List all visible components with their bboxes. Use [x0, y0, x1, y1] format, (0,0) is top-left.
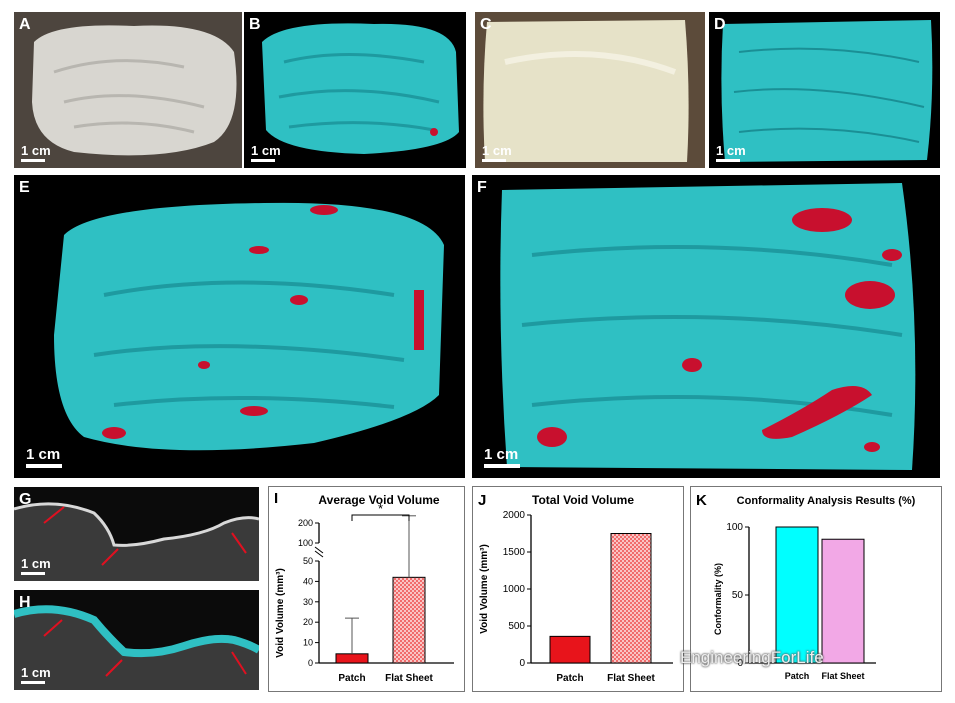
scale-text-g: 1 cm	[21, 556, 51, 571]
chart-j-ylabel: Void Volume (mm³)	[479, 544, 490, 634]
chart-i-xtick-label: Flat Sheet	[385, 673, 433, 684]
chart-i-title: Average Void Volume	[318, 493, 439, 507]
scale-text-h: 1 cm	[21, 665, 51, 680]
watermark: EngineeringForLife	[680, 648, 824, 667]
chart-j-xtick-label: Patch	[556, 673, 583, 684]
chart-j-ytick-label: 0	[519, 658, 525, 669]
panel-b-3d-render: B 1 cm	[244, 12, 466, 168]
chart-i-ytick-label: 100	[298, 538, 313, 548]
panel-d-3d-render: D 1 cm	[709, 12, 940, 168]
panel-h-ct-slice-segmented: H 1 cm	[14, 590, 259, 690]
scale-bar-b: 1 cm	[251, 143, 281, 162]
scale-bar-d: 1 cm	[716, 143, 746, 162]
chart-i-average-void-volume: I Average Void Volume Void Volume (mm³) 0 10…	[268, 486, 465, 692]
panel-label-e: E	[19, 179, 30, 196]
ct-slice-image	[14, 487, 259, 581]
chart-i-ylabel: Void Volume (mm³)	[275, 568, 286, 658]
flat-sheet-void-render	[472, 175, 940, 478]
chart-i-bar	[335, 653, 369, 664]
chart-i-svg: I Average Void Volume Void Volume (mm³) 0 10…	[274, 490, 454, 684]
scale-bar-f: 1 cm	[484, 446, 520, 468]
chart-i-axis-break	[314, 546, 324, 554]
panel-label-g: G	[19, 491, 32, 508]
chart-j-bar	[610, 533, 652, 664]
panel-g-ct-slice: G 1 cm	[14, 487, 259, 581]
panel-label-f: F	[477, 179, 487, 196]
chart-j-ytick-label: 1000	[503, 584, 526, 595]
chart-i-ytick-label: 0	[308, 658, 313, 668]
chart-k-panel-label: K	[696, 492, 707, 509]
chart-j-xtick-label: Flat Sheet	[607, 673, 655, 684]
chart-j-ytick-label: 2000	[503, 510, 526, 521]
chart-i-ytick-label: 30	[303, 597, 313, 607]
panel-label-a: A	[19, 16, 31, 33]
flat-sheet-3d-render	[709, 12, 940, 168]
chart-i-ytick-label: 50	[303, 556, 313, 566]
chart-k-bar	[821, 538, 865, 664]
chart-i-ytick-label: 10	[303, 638, 313, 648]
chart-i-axis-break	[314, 550, 324, 558]
chart-j-ytick-label: 500	[508, 621, 525, 632]
flat-sheet-photo-image	[475, 12, 705, 168]
chart-j-bar	[549, 635, 591, 664]
chart-k-xtick-label: Patch	[785, 671, 810, 681]
chart-j-total-void-volume: J Total Void Volume Void Volume (mm³) 0 500 1…	[472, 486, 684, 692]
chart-k-ytick-label: 50	[732, 590, 744, 601]
scale-bar-g: 1 cm	[21, 556, 51, 575]
scale-text-d: 1 cm	[716, 143, 746, 158]
panel-c-photo: C 1 cm	[475, 12, 705, 168]
panel-label-c: C	[480, 16, 492, 33]
chart-i-significance-bracket	[351, 514, 410, 521]
chart-k-conformality: K Conformality Analysis Results (%) Confor…	[690, 486, 942, 692]
chart-i-panel-label: I	[274, 490, 278, 507]
chart-k-xtick-label: Flat Sheet	[821, 671, 864, 681]
ct-slice-segmented-image	[14, 590, 259, 690]
chart-k-bar	[775, 526, 819, 664]
scale-text-e: 1 cm	[26, 446, 61, 463]
panel-label-d: D	[714, 16, 726, 33]
chart-k-title: Conformality Analysis Results (%)	[737, 495, 916, 507]
panel-f-3d-render-voids: F 1 cm	[472, 175, 940, 478]
chart-j-panel-label: J	[478, 492, 486, 509]
chart-i-xtick-label: Patch	[338, 673, 365, 684]
patch-void-render	[14, 175, 465, 478]
chart-i-bar	[392, 576, 426, 664]
scale-bar-h: 1 cm	[21, 665, 51, 684]
chart-i-significance-star: *	[378, 501, 383, 516]
chart-j-svg: J Total Void Volume Void Volume (mm³) 0 500 1…	[478, 492, 673, 684]
chart-j-ytick-label: 1500	[503, 547, 526, 558]
chart-k-svg: K Conformality Analysis Results (%) Confor…	[696, 492, 916, 681]
patch-3d-render	[244, 12, 466, 168]
panel-a-photo: A 1 cm	[14, 12, 242, 168]
scale-text-c: 1 cm	[482, 143, 512, 158]
chart-k-ytick-label: 0	[737, 658, 743, 669]
scale-text-f: 1 cm	[484, 446, 519, 463]
panel-label-b: B	[249, 16, 261, 33]
scale-bar-a: 1 cm	[21, 143, 51, 162]
panel-label-h: H	[19, 594, 31, 611]
chart-i-ytick-label: 40	[303, 576, 313, 586]
panel-e-3d-render-voids: E 1 cm	[14, 175, 465, 478]
scale-text-b: 1 cm	[251, 143, 281, 158]
chart-k-ylabel: Conformality (%)	[713, 563, 723, 635]
patch-photo-image	[14, 12, 242, 168]
scale-bar-e: 1 cm	[26, 446, 62, 468]
chart-i-ytick-label: 20	[303, 617, 313, 627]
scale-bar-c: 1 cm	[482, 143, 512, 162]
chart-i-ytick-label: 200	[298, 518, 313, 528]
chart-k-ytick-label: 100	[726, 522, 743, 533]
chart-j-title: Total Void Volume	[532, 493, 634, 507]
scale-text-a: 1 cm	[21, 143, 51, 158]
